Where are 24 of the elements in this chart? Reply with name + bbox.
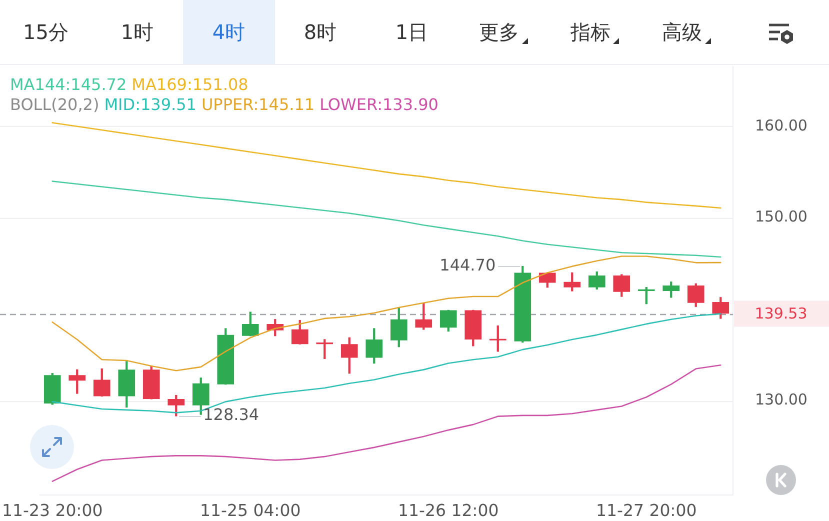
x-tick-label: 11-27 20:00 [596, 501, 697, 520]
y-tick-label: 160.00 [754, 116, 808, 134]
text: 高级 [640, 0, 732, 64]
text: 8时 [274, 0, 366, 64]
text: 15分 [0, 0, 92, 64]
legend-title: BOLL(20,2) [10, 94, 100, 114]
text: 1时 [92, 0, 183, 64]
text: UPPER:145.11 [201, 94, 315, 114]
text: 更多 [458, 0, 549, 64]
y-tick-label: 150.00 [754, 208, 808, 226]
x-tick-label: 11-25 04:00 [200, 501, 301, 520]
annotation: 128.34 [203, 405, 260, 424]
ref-line-label: 139.53 [754, 304, 808, 323]
text: 指标 [549, 0, 640, 64]
tab[interactable]: 4时 [183, 0, 274, 64]
y-tick-label: 130.00 [754, 390, 808, 409]
x-tick-label: 11-23 20:00 [2, 501, 103, 520]
text: MA144:145.72 [10, 75, 127, 94]
text: 1日 [366, 0, 458, 64]
text: MA169:151.08 [132, 75, 248, 94]
annotation: 144.70 [440, 255, 496, 274]
text: MID:139.51 [104, 94, 196, 114]
x-tick-label: 11-26 12:00 [398, 501, 499, 520]
text: LOWER:133.90 [320, 94, 438, 114]
